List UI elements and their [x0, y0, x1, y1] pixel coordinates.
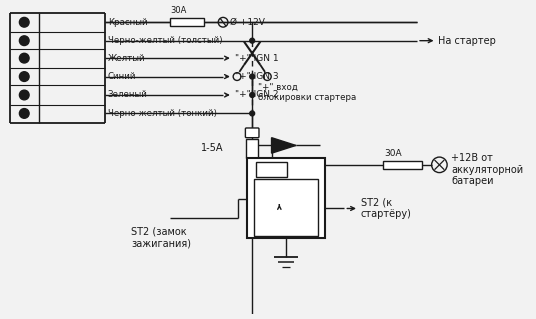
Text: Черно-желтый (тонкий): Черно-желтый (тонкий)	[108, 109, 217, 118]
Bar	[247, 139, 258, 158]
Bar	[170, 19, 204, 26]
FancyBboxPatch shape	[245, 128, 259, 138]
Circle shape	[250, 111, 255, 116]
Text: Красный: Красный	[108, 18, 147, 27]
Circle shape	[19, 36, 29, 46]
Circle shape	[19, 18, 29, 27]
Text: ST2 (к
стартёру): ST2 (к стартёру)	[361, 198, 412, 219]
Text: Зеленый: Зеленый	[108, 91, 147, 100]
Circle shape	[250, 38, 255, 43]
Text: 30А: 30А	[170, 6, 187, 15]
Circle shape	[250, 93, 255, 97]
Text: Черно-желтый (толстый): Черно-желтый (толстый)	[108, 36, 222, 45]
Text: +12В от
аккуляторной
батареи: +12В от аккуляторной батареи	[451, 153, 523, 186]
Circle shape	[19, 72, 29, 81]
Text: "+" IGN 1: "+" IGN 1	[235, 54, 278, 63]
Circle shape	[19, 90, 29, 100]
Text: Ø +12V: Ø +12V	[230, 18, 265, 27]
Polygon shape	[272, 138, 296, 153]
Text: "+" IGN 3: "+" IGN 3	[235, 72, 278, 81]
Text: Желтый: Желтый	[108, 54, 145, 63]
Text: 30А: 30А	[384, 149, 401, 158]
Text: На стартер: На стартер	[438, 36, 496, 46]
Bar	[256, 162, 287, 177]
Bar	[247, 158, 325, 238]
Text: Синий: Синий	[108, 72, 136, 81]
Text: "+" вход
блокировки стартера: "+" вход блокировки стартера	[258, 82, 356, 102]
Text: ST2 (замок
зажигания): ST2 (замок зажигания)	[131, 227, 191, 249]
Bar	[383, 161, 422, 169]
Circle shape	[250, 74, 255, 79]
Text: 1-5А: 1-5А	[200, 143, 223, 153]
Circle shape	[19, 53, 29, 63]
Bar	[254, 179, 318, 236]
Circle shape	[19, 108, 29, 118]
Text: "+" IGN 2: "+" IGN 2	[235, 91, 278, 100]
